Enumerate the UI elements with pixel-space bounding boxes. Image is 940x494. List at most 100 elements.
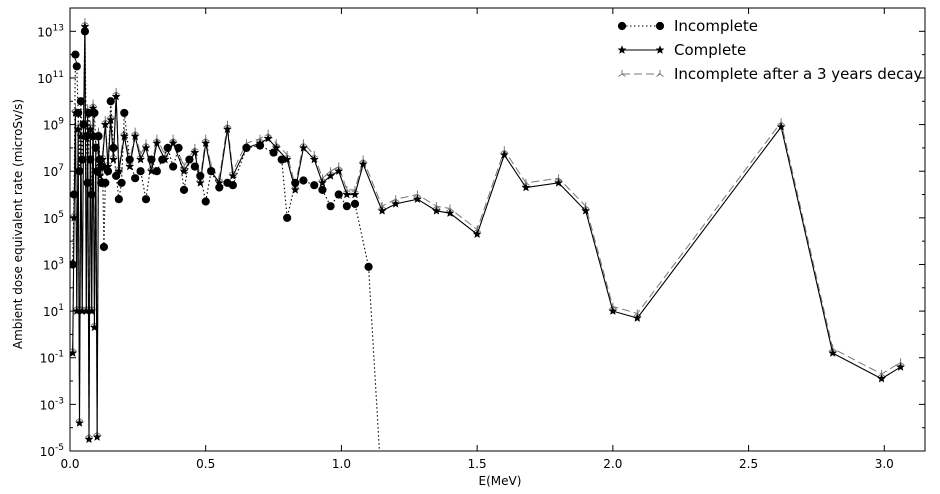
data-point [342, 202, 351, 211]
legend-marker [655, 45, 665, 54]
data-point [91, 143, 100, 152]
data-point [377, 206, 387, 215]
series-0 [70, 27, 380, 451]
data-point [190, 162, 199, 171]
x-tick-label: 0.5 [196, 457, 215, 471]
data-point [99, 242, 109, 252]
data-point [98, 162, 107, 171]
data-point [125, 155, 134, 164]
data-point [109, 143, 118, 152]
data-point [147, 155, 156, 164]
data-point [80, 27, 90, 36]
legend-label: Incomplete after a 3 years decay [674, 65, 923, 83]
axes-layer: 0.0 0.5 1.0 1.5 2.0 2.5 3.0 10-5 10-3 10-1 101 103 1… [37, 7, 925, 471]
series-line [72, 31, 380, 451]
data-point [101, 178, 110, 187]
data-point [201, 134, 210, 142]
data-point [432, 202, 441, 210]
data-point [350, 199, 360, 208]
data-point [318, 178, 327, 187]
data-point [119, 131, 129, 140]
data-point [75, 167, 84, 176]
data-point [326, 167, 335, 175]
data-point [83, 178, 92, 187]
data-point [446, 204, 454, 212]
data-point [228, 171, 238, 180]
data-point [136, 167, 145, 176]
series-line [72, 21, 901, 435]
data-point [283, 213, 292, 222]
data-point [877, 370, 886, 377]
data-point [87, 306, 97, 315]
data-point [201, 197, 210, 206]
data-point [223, 120, 232, 128]
data-point [326, 171, 335, 180]
data-point [342, 189, 352, 199]
data-point [130, 131, 140, 140]
data-point [554, 174, 563, 182]
data-point [290, 185, 300, 194]
data-point [153, 134, 161, 142]
data-point [521, 182, 531, 192]
data-point [111, 92, 121, 101]
data-point [310, 181, 319, 190]
data-point [358, 159, 368, 168]
data-point [263, 133, 273, 143]
data-point [109, 154, 118, 164]
x-tick-label: 1.5 [468, 457, 487, 471]
series-line [72, 26, 901, 440]
data-point [79, 120, 88, 129]
legend-marker [618, 70, 626, 77]
data-point [828, 348, 838, 357]
data-point [142, 139, 150, 147]
plot-area [69, 7, 926, 452]
data-point [75, 418, 84, 427]
legend-entry-0: Incomplete [617, 17, 758, 35]
legend-marker [617, 21, 627, 31]
data-point [94, 132, 103, 141]
y-tick-label: 101 [43, 303, 64, 319]
data-point [223, 124, 232, 133]
legend-marker [656, 70, 664, 77]
data-point [326, 202, 335, 211]
data-point [554, 178, 563, 187]
data-point [112, 87, 120, 95]
y-tick-label: 1011 [37, 70, 64, 86]
data-point [581, 206, 591, 215]
data-point [277, 155, 286, 164]
plot-frame [69, 7, 926, 452]
data-point [334, 162, 343, 170]
data-point [179, 166, 189, 175]
y-tick-label: 103 [43, 256, 64, 272]
data-point [777, 118, 785, 126]
data-point [93, 167, 102, 176]
data-point [106, 115, 116, 124]
data-point [131, 127, 139, 135]
y-tick-label: 105 [43, 210, 64, 226]
data-point [364, 262, 373, 271]
data-point [896, 362, 905, 371]
data-point [120, 108, 129, 118]
data-point [141, 195, 151, 204]
data-point [299, 139, 308, 147]
data-point [350, 189, 360, 199]
data-point [163, 143, 172, 152]
data-point [228, 181, 237, 190]
data-point [432, 206, 441, 215]
data-point [391, 195, 400, 203]
legend-marker [617, 45, 627, 54]
series-layer [70, 17, 905, 451]
data-point [877, 374, 886, 383]
data-point [264, 129, 272, 137]
data-point [70, 348, 78, 357]
data-point [152, 138, 162, 147]
y-tick-label: 1013 [37, 23, 64, 39]
x-tick-label: 2.0 [603, 457, 622, 471]
data-point [112, 171, 121, 180]
data-point [269, 148, 278, 157]
data-point [334, 190, 343, 199]
data-point [318, 185, 327, 194]
data-point [90, 108, 99, 118]
y-axis-label: Ambient dose equivalent rate (microSv/s) [11, 99, 25, 349]
data-point [136, 154, 145, 164]
